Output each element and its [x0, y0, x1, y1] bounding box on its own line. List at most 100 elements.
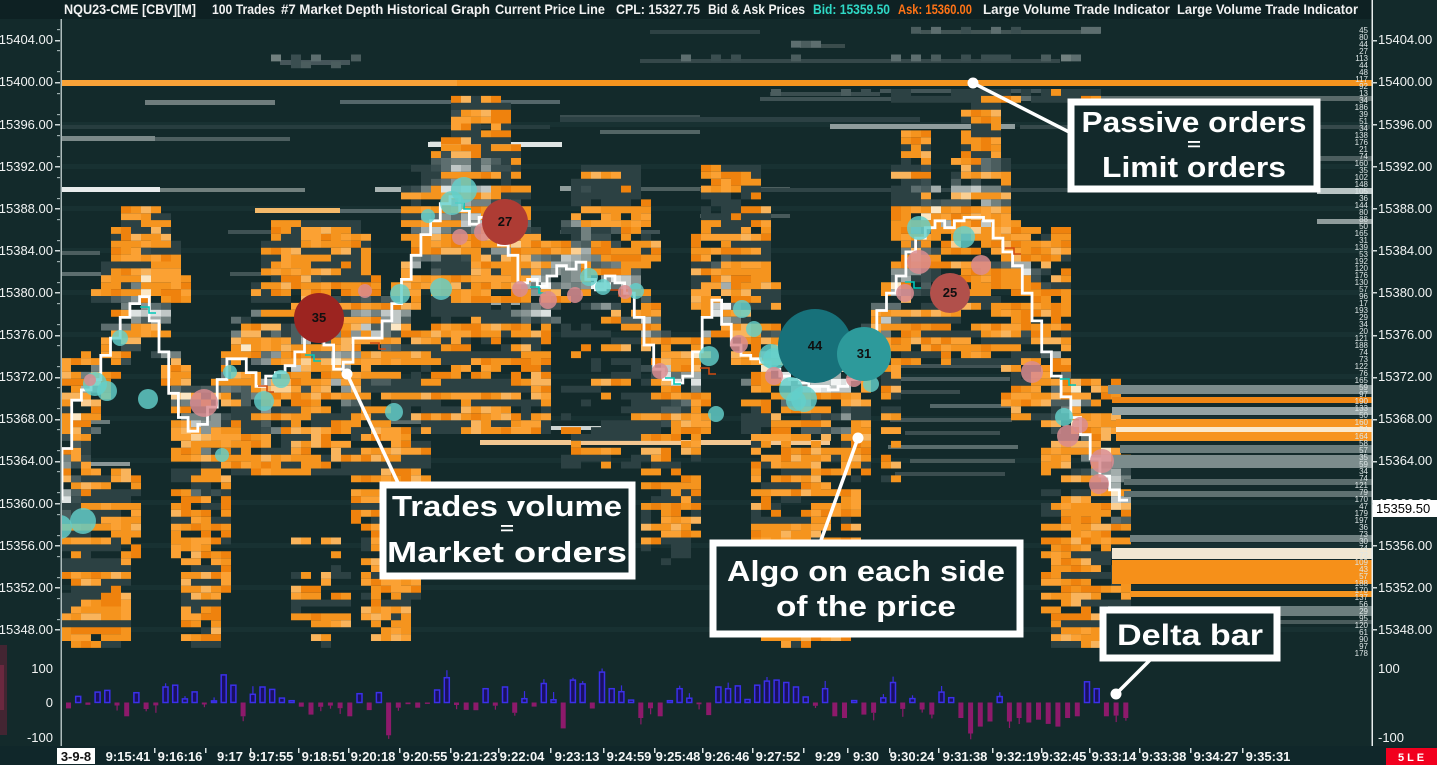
svg-text:3-9-8: 3-9-8 — [61, 749, 91, 764]
svg-text:9:18:51: 9:18:51 — [302, 749, 347, 764]
svg-text:9:33:38: 9:33:38 — [1142, 749, 1187, 764]
svg-text:15384.00: 15384.00 — [1378, 243, 1432, 258]
svg-text:15392.00: 15392.00 — [0, 159, 53, 174]
svg-text:88: 88 — [1359, 215, 1368, 224]
svg-text:15380.00: 15380.00 — [1378, 285, 1432, 300]
svg-text:21: 21 — [1359, 145, 1368, 154]
svg-text:74: 74 — [1359, 152, 1368, 161]
svg-text:54: 54 — [1359, 425, 1368, 434]
svg-text:15404.00: 15404.00 — [1378, 32, 1432, 47]
svg-text:102: 102 — [1355, 173, 1369, 182]
svg-text:Bid: 15359.50: Bid: 15359.50 — [813, 1, 890, 17]
svg-text:176: 176 — [1355, 271, 1369, 280]
svg-text:-100: -100 — [1378, 730, 1404, 745]
svg-text:100: 100 — [1378, 661, 1400, 676]
svg-text:137: 137 — [1355, 593, 1369, 602]
svg-text:9:20:18: 9:20:18 — [351, 749, 396, 764]
svg-text:90: 90 — [1359, 635, 1368, 644]
svg-text:73: 73 — [1359, 530, 1368, 539]
svg-text:165: 165 — [1355, 229, 1369, 238]
svg-text:Limit orders: Limit orders — [1102, 152, 1286, 184]
svg-text:50: 50 — [1359, 411, 1368, 420]
svg-text:30: 30 — [1359, 537, 1368, 546]
svg-text:9:33:14: 9:33:14 — [1092, 749, 1138, 764]
svg-text:27: 27 — [498, 214, 512, 229]
svg-text:36: 36 — [1359, 523, 1368, 532]
svg-text:100 Trades: 100 Trades — [212, 1, 275, 17]
svg-text:15380.00: 15380.00 — [0, 285, 53, 300]
svg-text:9:29: 9:29 — [815, 749, 841, 764]
svg-text:9:26:46: 9:26:46 — [705, 749, 750, 764]
svg-text:73: 73 — [1359, 355, 1368, 364]
svg-text:29: 29 — [1359, 313, 1368, 322]
svg-text:9:35:31: 9:35:31 — [1246, 749, 1291, 764]
svg-text:9:30: 9:30 — [853, 749, 879, 764]
svg-text:15376.00: 15376.00 — [0, 327, 53, 342]
svg-text:9:32:45: 9:32:45 — [1042, 749, 1087, 764]
svg-text:61: 61 — [1359, 628, 1368, 637]
svg-text:25: 25 — [943, 285, 957, 300]
svg-text:121: 121 — [1355, 481, 1369, 490]
svg-text:Delta bar: Delta bar — [1117, 619, 1263, 652]
svg-text:34: 34 — [1359, 320, 1368, 329]
svg-text:57: 57 — [1359, 572, 1368, 581]
svg-text:27: 27 — [1359, 47, 1368, 56]
svg-text:117: 117 — [1355, 75, 1368, 84]
svg-text:31: 31 — [857, 346, 871, 361]
svg-text:133: 133 — [1355, 404, 1369, 413]
svg-text:9:17:55: 9:17:55 — [249, 749, 294, 764]
svg-text:15368.00: 15368.00 — [1378, 411, 1432, 426]
svg-text:130: 130 — [1355, 278, 1369, 287]
svg-text:95: 95 — [1359, 614, 1368, 623]
svg-text:44: 44 — [1359, 40, 1368, 49]
svg-text:Algo on each side: Algo on each side — [727, 556, 1005, 588]
svg-text:35: 35 — [1359, 166, 1368, 175]
svg-text:160: 160 — [1355, 159, 1369, 168]
svg-text:15364.00: 15364.00 — [0, 453, 53, 468]
svg-text:17: 17 — [1359, 299, 1368, 308]
svg-text:176: 176 — [1355, 138, 1369, 147]
svg-text:=: = — [1187, 135, 1201, 154]
svg-text:109: 109 — [1355, 558, 1369, 567]
svg-text:15376.00: 15376.00 — [1378, 327, 1432, 342]
svg-text:44: 44 — [1359, 61, 1368, 70]
svg-text:=: = — [500, 519, 514, 538]
svg-text:44: 44 — [808, 338, 823, 353]
svg-text:74: 74 — [1359, 348, 1368, 357]
svg-text:57: 57 — [1359, 446, 1368, 455]
svg-text:of the price: of the price — [776, 591, 956, 623]
svg-text:9:27:52: 9:27:52 — [756, 749, 801, 764]
svg-text:197: 197 — [1355, 516, 1369, 525]
svg-text:190: 190 — [1355, 397, 1369, 406]
svg-text:15388.00: 15388.00 — [0, 201, 53, 216]
svg-text:15359.50: 15359.50 — [1376, 501, 1430, 516]
svg-text:50: 50 — [1359, 222, 1368, 231]
svg-text:58: 58 — [1359, 439, 1368, 448]
svg-text:15348.00: 15348.00 — [1378, 622, 1432, 637]
svg-text:Large Volume Trade Indicator: Large Volume Trade Indicator — [983, 1, 1171, 17]
svg-text:170: 170 — [1355, 586, 1369, 595]
svg-text:59: 59 — [1359, 460, 1368, 469]
svg-text:Market orders: Market orders — [387, 537, 627, 569]
svg-text:15396.00: 15396.00 — [0, 117, 53, 132]
svg-text:15356.00: 15356.00 — [1378, 538, 1432, 553]
svg-text:20: 20 — [1359, 327, 1368, 336]
svg-text:43: 43 — [1359, 565, 1368, 574]
svg-text:9:20:55: 9:20:55 — [403, 749, 448, 764]
svg-text:188: 188 — [1355, 341, 1369, 350]
svg-text:15372.00: 15372.00 — [1378, 369, 1432, 384]
svg-text:139: 139 — [1355, 243, 1369, 252]
svg-text:122: 122 — [1355, 362, 1369, 371]
svg-text:80: 80 — [1359, 208, 1368, 217]
svg-text:15360.00: 15360.00 — [0, 496, 53, 511]
svg-text:15388.00: 15388.00 — [1378, 201, 1432, 216]
svg-text:138: 138 — [1355, 131, 1369, 140]
svg-text:121: 121 — [1355, 334, 1369, 343]
svg-text:9:32:19: 9:32:19 — [996, 749, 1041, 764]
svg-text:105: 105 — [1355, 187, 1369, 196]
svg-text:35: 35 — [1359, 453, 1368, 462]
svg-text:#7 Market Depth Historical Gra: #7 Market Depth Historical Graph — [281, 1, 490, 17]
svg-text:9:34:27: 9:34:27 — [1194, 749, 1239, 764]
svg-text:164: 164 — [1355, 432, 1369, 441]
svg-text:144: 144 — [1355, 201, 1369, 210]
